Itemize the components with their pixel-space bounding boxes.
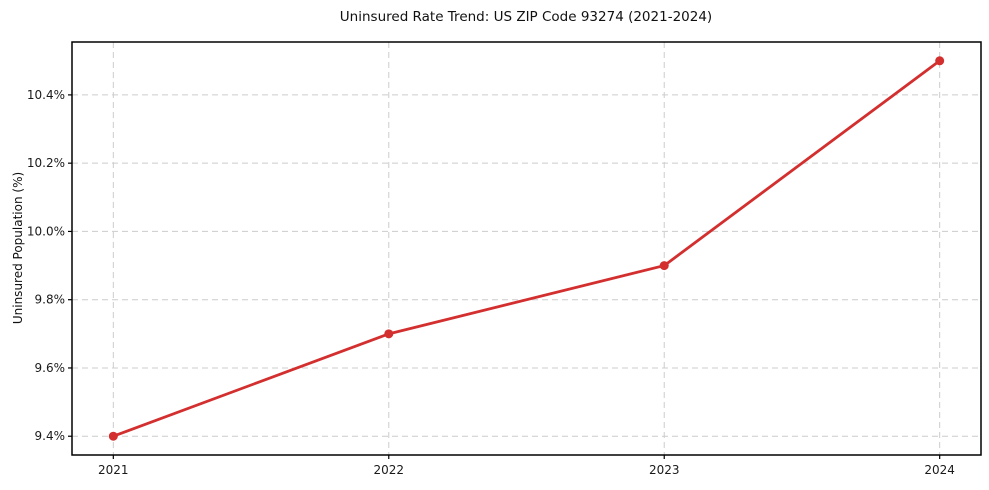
x-tick-label: 2021 bbox=[98, 463, 129, 477]
data-point-marker bbox=[935, 56, 945, 66]
y-tick-label: 9.6% bbox=[35, 361, 66, 375]
data-point-marker bbox=[659, 261, 669, 271]
data-point-marker bbox=[384, 329, 394, 339]
y-tick-label: 9.8% bbox=[35, 293, 66, 307]
y-axis-label: Uninsured Population (%) bbox=[11, 172, 25, 324]
plot-border bbox=[71, 41, 982, 456]
y-tick-label: 9.4% bbox=[35, 429, 66, 443]
y-tick-label: 10.2% bbox=[27, 156, 65, 170]
data-point-marker bbox=[108, 431, 118, 441]
trend-line bbox=[111, 59, 942, 438]
chart-title: Uninsured Rate Trend: US ZIP Code 93274 … bbox=[340, 9, 712, 25]
y-tick-label: 10.4% bbox=[27, 88, 65, 102]
x-tick-label: 2023 bbox=[649, 463, 680, 477]
x-tick-label: 2022 bbox=[373, 463, 404, 477]
y-tick-label: 10.0% bbox=[27, 224, 65, 238]
plot-area: 2021 2022 2023 2024 9.4% 9.6% 9.8% 10.0% 10.2% 10… bbox=[27, 41, 982, 477]
x-tick-label: 2024 bbox=[924, 463, 955, 477]
